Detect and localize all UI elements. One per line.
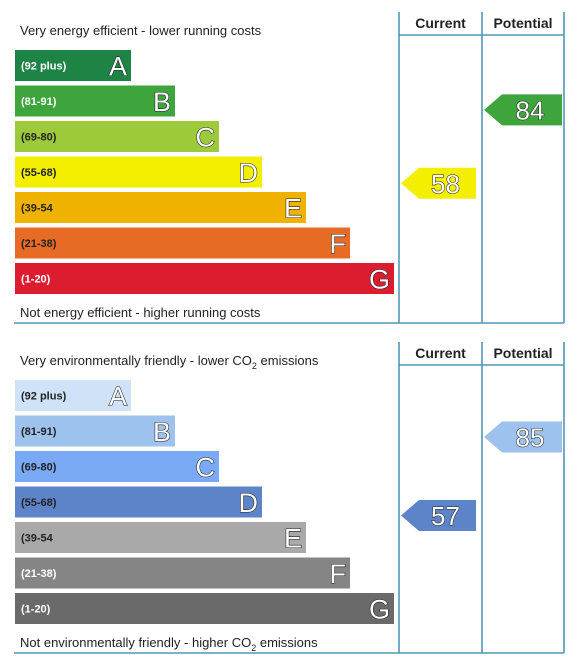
- band-c-range: (69-80): [21, 132, 57, 144]
- potential-rating-arrow: [484, 421, 562, 453]
- potential-rating-arrow: [484, 94, 562, 126]
- band-c-letter: C: [196, 453, 216, 483]
- band-g-letter: G: [369, 265, 390, 295]
- band-d-range: (55-68): [21, 497, 57, 509]
- band-g-letter: G: [369, 595, 390, 625]
- band-f-letter: F: [330, 229, 347, 259]
- current-rating-value: 57: [431, 501, 460, 531]
- current-rating-arrow: [401, 500, 476, 532]
- potential-rating-value: 84: [516, 95, 545, 125]
- band-a-letter: A: [109, 382, 127, 412]
- column-header-potential: Potential: [493, 345, 552, 361]
- band-g-bar: [15, 593, 394, 624]
- band-d-bar: [15, 156, 262, 188]
- band-d-letter: D: [239, 158, 259, 188]
- band-b-range: (81-91): [21, 426, 57, 438]
- band-e-bar: [15, 522, 306, 553]
- bottom-caption: Not energy efficient - higher running co…: [20, 305, 261, 320]
- band-a-range: (92 plus): [21, 61, 67, 73]
- top-caption: Very environmentally friendly - lower CO…: [20, 353, 319, 371]
- band-e-bar: [15, 192, 306, 223]
- band-b-letter: B: [153, 87, 171, 117]
- band-c-letter: C: [196, 123, 216, 153]
- band-g-range: (1-20): [21, 274, 51, 286]
- band-b-bar: [15, 85, 175, 117]
- band-e-letter: E: [284, 194, 302, 224]
- band-d-range: (55-68): [21, 167, 57, 179]
- band-d-letter: D: [239, 488, 259, 518]
- band-a-range: (92 plus): [21, 391, 67, 403]
- band-e-range: (39-54: [21, 203, 54, 215]
- band-f-bar: [15, 557, 350, 589]
- potential-rating-value: 85: [516, 423, 545, 453]
- current-rating-arrow: [401, 167, 476, 199]
- band-a-letter: A: [109, 52, 127, 82]
- band-b-range: (81-91): [21, 96, 57, 108]
- current-rating-value: 58: [431, 169, 460, 199]
- band-a-bar: [15, 380, 131, 411]
- band-g-bar: [15, 263, 394, 294]
- band-e-range: (39-54: [21, 533, 54, 545]
- column-header-current: Current: [415, 345, 466, 361]
- band-a-bar: [15, 50, 131, 81]
- band-f-bar: [15, 227, 350, 259]
- column-header-potential: Potential: [493, 15, 552, 31]
- top-caption: Very energy efficient - lower running co…: [20, 23, 262, 38]
- band-e-letter: E: [284, 524, 302, 554]
- column-header-current: Current: [415, 15, 466, 31]
- band-g-range: (1-20): [21, 604, 51, 616]
- energy-efficiency-rating: Current Potential Very energy efficient - …: [14, 12, 565, 324]
- band-f-range: (21-38): [21, 568, 57, 580]
- band-f-range: (21-38): [21, 238, 57, 250]
- band-b-letter: B: [153, 417, 171, 447]
- band-c-range: (69-80): [21, 462, 57, 474]
- band-d-bar: [15, 486, 262, 518]
- environmental-impact-rating: Current Potential Very environmentally fri…: [14, 342, 565, 654]
- bottom-caption: Not environmentally friendly - higher CO…: [20, 635, 318, 653]
- band-c-bar: [15, 121, 219, 152]
- band-c-bar: [15, 451, 219, 482]
- band-f-letter: F: [330, 559, 347, 589]
- band-b-bar: [15, 415, 175, 447]
